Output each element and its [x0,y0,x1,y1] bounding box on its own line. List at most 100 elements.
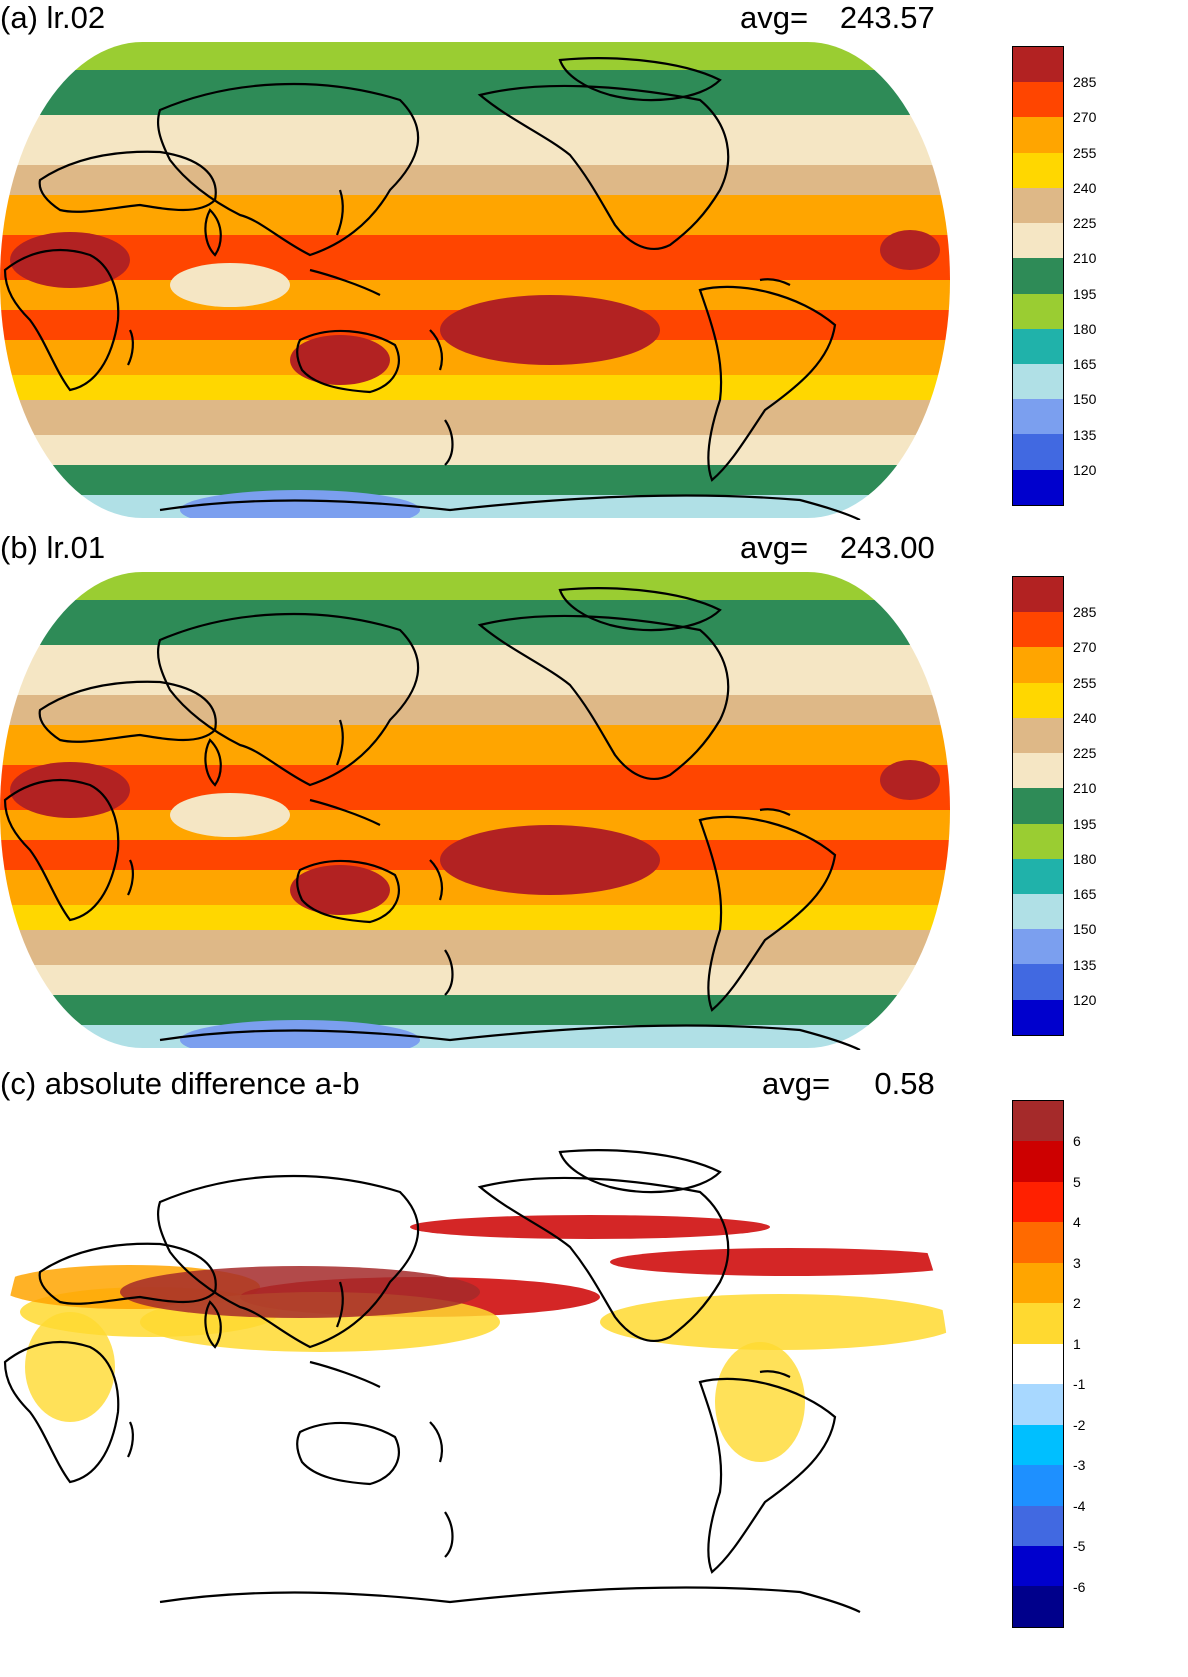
colorbar-swatch [1013,647,1063,683]
field-band [0,645,950,695]
colorbar-swatch [1013,1101,1063,1142]
colorbar-swatch [1013,434,1063,470]
coastline [204,1300,222,1349]
colorbar-label: 2 [1073,1295,1081,1312]
coastline [444,419,454,466]
panel-a-map [0,42,950,520]
coastline [335,1281,344,1328]
panel-c-title: (c) absolute difference a-b [0,1066,360,1101]
colorbar-swatch [1013,753,1063,789]
field-band [0,905,950,930]
panel-b-avg-label: avg= [740,530,809,565]
coastline [159,494,861,520]
field-band [0,400,950,435]
coastline [156,612,420,787]
coastline [38,1242,217,1305]
coastlines [3,57,861,520]
coastlines [3,587,861,1050]
panel-b-colorbar: 285 270 255 240 225 210 195 180 165 150 135 120 [1012,576,1096,1036]
coastline [204,208,222,257]
field-band [0,930,950,965]
coastline [204,738,222,787]
coastline [444,949,454,996]
coastline [477,1176,730,1342]
coastline [335,189,344,236]
colorbar-swatch [1013,893,1063,930]
colorbar-swatch [1013,717,1063,754]
field-minimum [180,1020,420,1048]
difference-patch [410,1215,770,1239]
colorbar-label: 135 [1073,426,1097,443]
colorbar-label: -3 [1073,1457,1086,1474]
colorbar-swatch [1013,1222,1063,1263]
colorbar-swatch [1013,469,1063,505]
difference-patch [25,1312,115,1422]
colorbar-label: 240 [1073,709,1097,726]
colorbar-label: 3 [1073,1254,1081,1271]
coastline [38,680,217,743]
field-band [0,42,950,70]
colorbar-swatch [1013,929,1063,965]
colorbar-label: 150 [1073,921,1097,938]
panel-c: (c) absolute difference a-b avg= 0.58 6 5… [0,1060,1188,1677]
coastline [38,150,217,213]
coastline [698,285,837,482]
colorbar-label: 255 [1073,674,1097,691]
coastline [3,778,120,922]
colorbar-swatch [1013,1384,1063,1425]
field-maximum [290,865,390,915]
colorbar-swatch [1013,363,1063,400]
colorbar-swatch [1013,1424,1063,1466]
difference-patch [610,1248,950,1276]
colorbar-label: 210 [1073,780,1097,797]
panel-c-average: avg= 0.58 [762,1066,935,1102]
field-maximum [880,230,940,270]
field-band [0,695,950,725]
colorbar-swatch [1013,223,1063,259]
colorbar-swatch [1013,999,1063,1035]
difference-patch [600,1294,950,1350]
colorbar-swatch [1013,399,1063,435]
panel-a-colorbar: 285 270 255 240 225 210 195 180 165 150 135 120 [1012,46,1096,506]
colorbar-label: 270 [1073,109,1097,126]
panel-a: (a) lr.02 avg= 243.57 285 270 255 240 225 210… [0,0,1188,520]
colorbar-label: 210 [1073,250,1097,267]
coastline [159,1586,861,1613]
panel-a-avg-label: avg= [740,0,809,35]
coastline [156,1174,420,1349]
field-band [170,263,290,307]
panel-b: (b) lr.01 avg= 243.00 285 270 255 240 225 210… [0,530,1188,1050]
coastline [477,614,730,780]
field-maximum [290,335,390,385]
panel-a-avg-value: 243.57 [839,0,935,35]
colorbar-swatch [1013,823,1063,859]
coastline [558,1149,722,1194]
coastline [759,1370,791,1378]
field-band [170,793,290,837]
colorbar-label: 5 [1073,1173,1081,1190]
field-band [0,235,950,280]
coastline [309,798,381,826]
colorbar-swatch [1013,1141,1063,1182]
coastline [3,248,120,392]
coastline [309,268,381,296]
field-band [0,435,950,465]
colorbar-swatch [1013,152,1063,188]
colorbar-swatch [1013,612,1063,648]
colorbar-swatch [1013,1181,1063,1223]
colorbar-label: 255 [1073,144,1097,161]
coastline [759,808,791,816]
colorbar-label: 165 [1073,356,1097,373]
coastline [127,1421,134,1458]
colorbar-swatch [1013,1303,1063,1344]
coastline [3,1340,120,1484]
coastline [429,1421,444,1463]
colorbar-swatch [1013,1586,1063,1627]
coastline [698,1377,837,1574]
colorbar-label: -1 [1073,1376,1086,1393]
coastline [309,1360,381,1388]
field-maximum [440,295,660,365]
colorbar-label: 150 [1073,391,1097,408]
coastline [296,859,400,924]
colorbar-swatch [1013,964,1063,1000]
